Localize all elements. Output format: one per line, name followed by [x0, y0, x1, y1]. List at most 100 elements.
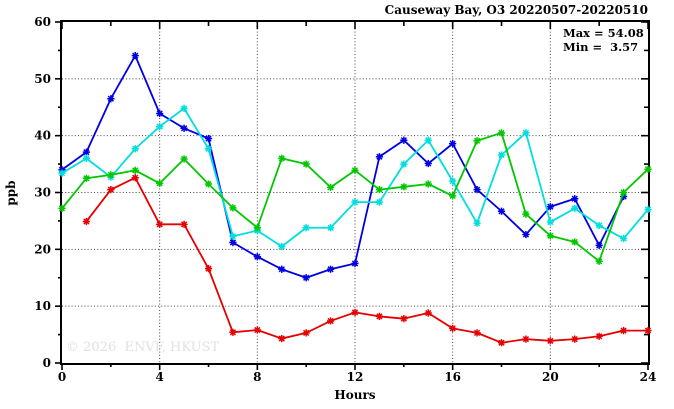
- x-tick-label: 4: [155, 370, 163, 384]
- data-marker: [522, 210, 530, 218]
- data-marker: [326, 265, 335, 273]
- series-day-blue: [58, 52, 628, 282]
- data-marker: [595, 241, 603, 249]
- x-axis-label: Hours: [334, 388, 376, 402]
- data-marker: [497, 339, 506, 347]
- data-marker: [351, 166, 359, 174]
- data-marker: [229, 328, 237, 336]
- data-marker: [546, 203, 554, 211]
- data-marker: [571, 335, 579, 343]
- data-marker: [546, 218, 554, 226]
- data-marker: [473, 186, 481, 194]
- data-marker: [107, 171, 115, 179]
- data-marker: [82, 217, 91, 226]
- data-marker: [473, 137, 481, 145]
- y-tick-label: 60: [34, 15, 51, 29]
- plot-frame: [60, 20, 650, 365]
- data-marker: [595, 221, 603, 230]
- data-marker: [131, 52, 139, 60]
- series-day-cyan: [58, 104, 652, 251]
- data-marker: [253, 224, 261, 232]
- data-marker: [619, 192, 628, 201]
- data-marker: [571, 204, 579, 213]
- data-marker: [644, 205, 652, 214]
- data-marker: [571, 195, 579, 203]
- data-marker: [253, 253, 261, 261]
- data-marker: [82, 174, 91, 182]
- x-tick-label: 12: [347, 370, 364, 384]
- data-marker: [326, 317, 335, 325]
- data-marker: [156, 220, 164, 228]
- data-marker: [351, 259, 359, 268]
- data-marker: [204, 134, 213, 143]
- data-marker: [107, 95, 115, 103]
- data-marker: [278, 334, 286, 343]
- data-marker: [302, 329, 310, 337]
- data-marker: [229, 238, 237, 247]
- data-marker: [424, 159, 432, 168]
- data-marker: [449, 177, 457, 185]
- data-marker: [278, 242, 286, 251]
- data-marker: [131, 166, 139, 174]
- data-marker: [82, 148, 91, 156]
- data-marker: [497, 151, 506, 159]
- data-marker: [58, 204, 66, 213]
- data-marker: [644, 327, 652, 335]
- data-marker: [497, 129, 506, 137]
- data-marker: [571, 238, 579, 246]
- data-marker: [424, 136, 432, 144]
- data-marker: [473, 219, 481, 227]
- data-marker: [229, 204, 237, 212]
- data-marker: [449, 140, 457, 148]
- data-marker: [522, 335, 530, 343]
- data-marker: [326, 183, 335, 191]
- y-tick-label: 40: [34, 129, 51, 143]
- series-line: [61, 54, 625, 279]
- data-marker: [229, 232, 237, 240]
- data-marker: [180, 155, 188, 163]
- data-marker: [204, 180, 213, 188]
- data-marker: [497, 207, 506, 215]
- series-line: [85, 176, 648, 344]
- data-marker: [180, 220, 188, 228]
- data-marker: [400, 136, 408, 144]
- data-marker: [180, 124, 188, 132]
- y-tick-label: 10: [34, 299, 51, 313]
- data-marker: [546, 337, 554, 345]
- series-day-green: [58, 129, 652, 265]
- data-marker: [351, 308, 359, 317]
- data-marker: [204, 265, 213, 273]
- data-marker: [595, 332, 603, 340]
- data-marker: [107, 186, 115, 194]
- data-marker: [302, 274, 310, 282]
- data-marker: [131, 174, 139, 182]
- data-marker: [644, 165, 652, 173]
- data-marker: [522, 230, 530, 239]
- data-marker: [131, 145, 139, 153]
- data-marker: [375, 198, 384, 206]
- stat-min: Min = 3.57: [563, 40, 639, 54]
- y-tick-label: 50: [34, 72, 51, 86]
- data-marker: [522, 129, 530, 137]
- data-marker: [253, 326, 261, 334]
- data-marker: [278, 265, 286, 273]
- tick-labels: 0 10 20 30 40 50 60 0 4 8 12 16 20 24: [34, 15, 656, 384]
- data-marker: [375, 186, 384, 194]
- x-tick-label: 24: [640, 370, 657, 384]
- data-marker: [424, 180, 432, 188]
- data-marker: [180, 104, 188, 112]
- data-marker: [424, 309, 432, 317]
- data-marker: [449, 324, 457, 332]
- y-tick-label: 0: [43, 356, 51, 370]
- data-marker: [58, 169, 66, 177]
- data-marker: [156, 109, 164, 118]
- data-marker: [400, 315, 408, 323]
- data-marker: [278, 154, 286, 162]
- chart-title: Causeway Bay, O3 20220507-20220510: [384, 3, 648, 17]
- series-day-red: [82, 174, 652, 347]
- data-marker: [82, 154, 91, 162]
- data-marker: [400, 183, 408, 191]
- data-marker: [375, 153, 384, 161]
- data-marker: [619, 327, 628, 335]
